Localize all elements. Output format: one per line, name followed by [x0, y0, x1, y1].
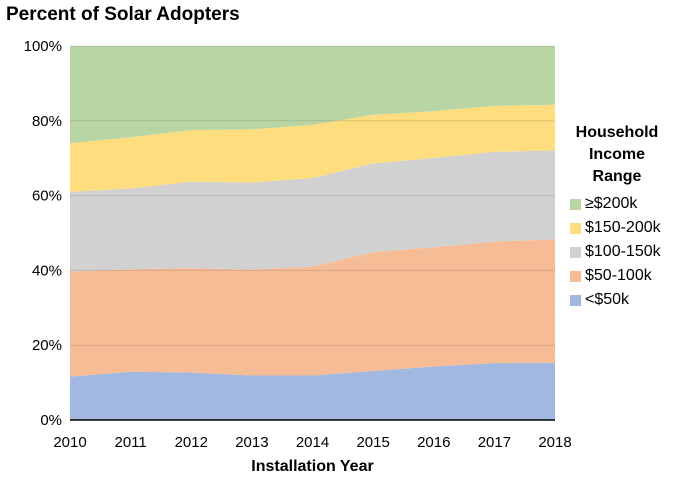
legend: ≥$200k $150-200k $100-150k $50-100k <$50k [570, 192, 661, 312]
legend-label: <$50k [585, 291, 630, 308]
legend-swatch [570, 270, 581, 282]
legend-item: ≥$200k [570, 192, 661, 216]
x-tick-label: 2011 [114, 434, 146, 451]
y-tick-label: 40% [32, 262, 62, 279]
area-series-1 [70, 239, 555, 377]
x-axis-label: Installation Year [251, 458, 374, 475]
y-tick-label: 20% [32, 337, 62, 354]
y-tick-label: 100% [24, 38, 62, 55]
legend-swatch [570, 246, 581, 258]
x-tick-label: 2010 [53, 434, 86, 451]
x-tick-label: 2012 [175, 434, 208, 451]
y-tick-label: 80% [32, 113, 62, 130]
x-tick-label: 2014 [296, 434, 329, 451]
legend-title-line: Household [575, 124, 659, 141]
legend-swatch [570, 294, 581, 306]
x-tick-label: 2015 [356, 434, 389, 451]
legend-item: $100-150k [570, 240, 661, 264]
area-series-3 [70, 104, 555, 192]
legend-label: $150-200k [585, 219, 661, 236]
x-tick-label: 2018 [538, 434, 571, 451]
legend-item: $150-200k [570, 216, 661, 240]
area-series-0 [70, 362, 555, 420]
x-tick-label: 2013 [235, 434, 268, 451]
legend-swatch [570, 222, 581, 234]
legend-item: $50-100k [570, 264, 661, 288]
area-series-4 [70, 46, 555, 144]
legend-title-line: Range [592, 168, 642, 185]
y-tick-label: 0% [40, 412, 62, 429]
legend-item: <$50k [570, 288, 661, 312]
x-tick-label: 2017 [478, 434, 511, 451]
legend-title-line: Income [588, 146, 645, 163]
legend-label: $50-100k [585, 267, 652, 284]
legend-swatch [570, 198, 581, 210]
chart-title: Percent of Solar Adopters [6, 4, 240, 25]
legend-title: Household Income Range [562, 122, 672, 188]
legend-label: $100-150k [585, 243, 661, 260]
legend-label: ≥$200k [585, 195, 638, 212]
x-tick-label: 2016 [417, 434, 450, 451]
y-tick-label: 60% [32, 188, 62, 205]
area-series-2 [70, 150, 555, 272]
